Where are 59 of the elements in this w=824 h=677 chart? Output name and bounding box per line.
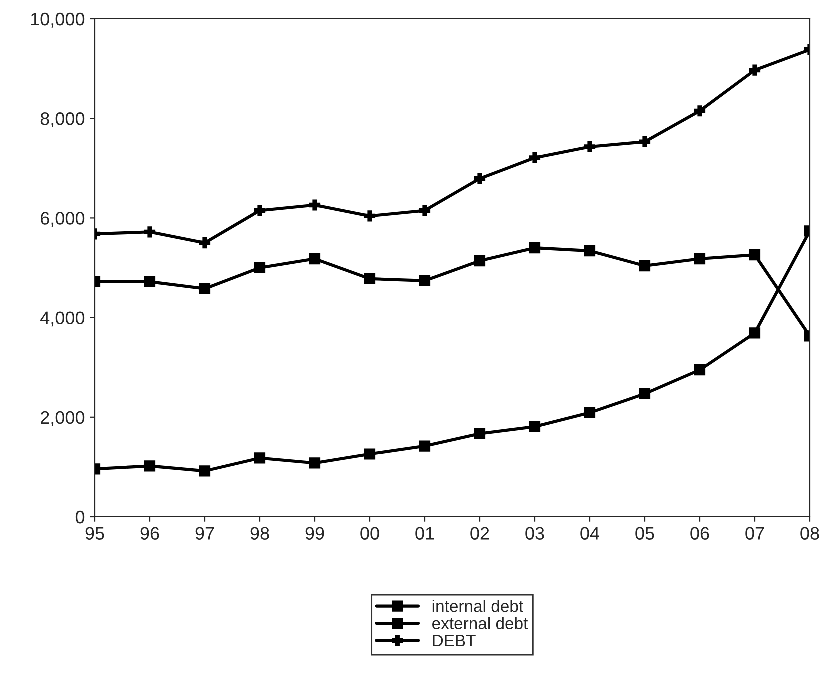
point	[584, 141, 596, 153]
point	[364, 273, 376, 285]
legend-label: external debt	[432, 617, 528, 630]
x-tick-label: 99	[306, 527, 324, 540]
point	[309, 200, 321, 211]
x-tick-label: 00	[360, 527, 380, 540]
point	[199, 238, 211, 249]
point	[419, 205, 431, 216]
point	[694, 253, 706, 265]
point	[639, 260, 651, 272]
legend-label: internal debt	[432, 600, 524, 612]
point	[584, 407, 596, 418]
x-tick-label: 04	[580, 527, 600, 540]
point	[254, 262, 266, 274]
x-tick-label: 03	[526, 527, 544, 540]
y-tick-label: 6,000	[41, 212, 85, 228]
point	[639, 388, 651, 400]
point	[254, 452, 266, 464]
point	[529, 421, 541, 432]
x-tick-label: 96	[140, 527, 160, 540]
x-tick-label: 95	[86, 527, 104, 540]
x-tick-label: 08	[800, 527, 820, 540]
y-tick-label: 0	[76, 510, 85, 524]
point	[309, 253, 321, 265]
point	[584, 246, 596, 257]
point	[364, 448, 376, 460]
x-tick-label: 07	[746, 527, 764, 540]
point	[199, 283, 211, 294]
point	[144, 226, 156, 238]
point	[639, 136, 651, 148]
x-tick-label: 05	[636, 527, 654, 540]
x-tick-label: 01	[416, 527, 434, 540]
point	[474, 255, 486, 267]
x-tick-label: 06	[690, 527, 710, 540]
point	[694, 364, 706, 376]
point	[254, 205, 266, 216]
y-tick-label: 4,000	[40, 312, 85, 327]
x-tick-label: 98	[250, 527, 270, 540]
point	[144, 460, 156, 472]
point	[364, 210, 376, 222]
point	[419, 440, 431, 452]
point	[474, 173, 486, 184]
point	[749, 64, 761, 76]
point	[199, 466, 211, 477]
point	[144, 276, 156, 288]
legend-label: DEBT	[433, 635, 476, 647]
x-tick-label: 97	[196, 527, 214, 540]
point	[419, 275, 431, 287]
point	[529, 242, 541, 254]
point	[749, 249, 761, 261]
x-tick-label: 02	[470, 527, 490, 540]
y-tick-label: 2,000	[41, 411, 85, 426]
point	[474, 428, 486, 440]
point	[694, 106, 706, 117]
y-tick-label: 10,000	[31, 12, 85, 28]
point	[749, 328, 761, 339]
y-tick-label: 8,000	[40, 112, 85, 128]
point	[529, 152, 541, 164]
point	[309, 458, 321, 469]
